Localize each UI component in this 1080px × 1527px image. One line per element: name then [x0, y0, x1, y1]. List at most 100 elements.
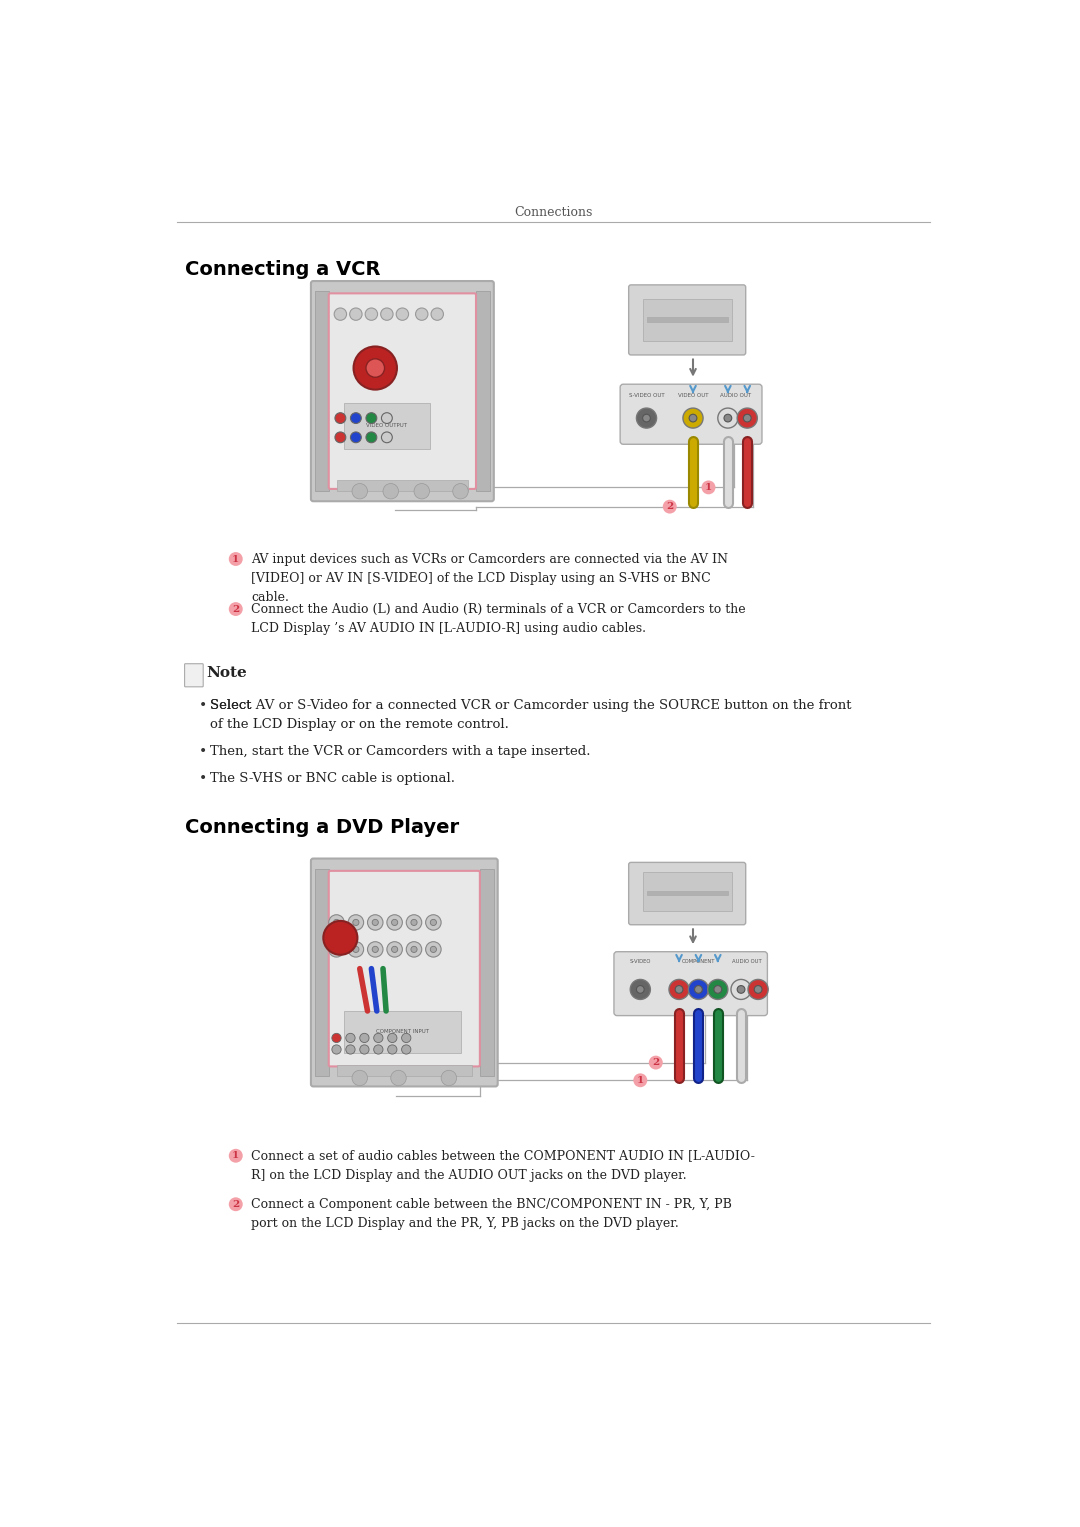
Circle shape	[367, 942, 383, 957]
Circle shape	[346, 1044, 355, 1054]
Circle shape	[383, 484, 399, 499]
Circle shape	[689, 414, 697, 421]
Text: 1: 1	[232, 1151, 240, 1161]
Circle shape	[374, 1034, 383, 1043]
Circle shape	[335, 412, 346, 423]
Circle shape	[374, 1044, 383, 1054]
Circle shape	[229, 602, 243, 615]
Circle shape	[707, 979, 728, 1000]
Text: •: •	[199, 699, 206, 713]
Text: AV input devices such as VCRs or Camcorders are connected via the AV IN
[VIDEO] : AV input devices such as VCRs or Camcord…	[252, 553, 728, 603]
Circle shape	[416, 308, 428, 321]
Text: 2: 2	[652, 1058, 660, 1067]
FancyBboxPatch shape	[629, 286, 745, 354]
Bar	[337, 1064, 472, 1077]
Text: Then, start the VCR or Camcorders with a tape inserted.: Then, start the VCR or Camcorders with a…	[211, 745, 591, 759]
Circle shape	[738, 408, 757, 428]
Circle shape	[334, 919, 339, 925]
Circle shape	[694, 985, 702, 993]
Circle shape	[669, 979, 689, 1000]
Circle shape	[453, 484, 469, 499]
Text: Connect the Audio (L) and Audio (R) terminals of a VCR or Camcorders to the
LCD : Connect the Audio (L) and Audio (R) term…	[252, 603, 746, 635]
Circle shape	[328, 942, 345, 957]
Text: VIDEO OUTPUT: VIDEO OUTPUT	[366, 423, 407, 428]
Circle shape	[683, 408, 703, 428]
Circle shape	[406, 915, 422, 930]
Bar	[647, 890, 728, 895]
Circle shape	[348, 942, 364, 957]
FancyBboxPatch shape	[311, 281, 494, 501]
Circle shape	[631, 979, 650, 1000]
Circle shape	[431, 308, 444, 321]
Circle shape	[365, 308, 378, 321]
Text: 1: 1	[232, 554, 240, 563]
Circle shape	[754, 985, 762, 993]
Bar	[337, 479, 469, 492]
Circle shape	[714, 985, 721, 993]
Circle shape	[360, 1034, 369, 1043]
Circle shape	[410, 919, 417, 925]
FancyBboxPatch shape	[629, 863, 745, 925]
Circle shape	[649, 1055, 663, 1069]
FancyBboxPatch shape	[311, 858, 498, 1086]
Circle shape	[406, 942, 422, 957]
Circle shape	[366, 432, 377, 443]
Circle shape	[636, 408, 657, 428]
Circle shape	[366, 359, 384, 377]
Circle shape	[381, 412, 392, 423]
Circle shape	[373, 947, 378, 953]
Circle shape	[718, 408, 738, 428]
Circle shape	[350, 308, 362, 321]
Bar	[345, 403, 430, 449]
Text: Connections: Connections	[514, 206, 593, 218]
Circle shape	[724, 414, 732, 421]
Circle shape	[335, 432, 346, 443]
Bar	[314, 292, 328, 492]
Text: VIDEO OUT: VIDEO OUT	[678, 394, 708, 399]
Bar	[476, 292, 490, 492]
Circle shape	[396, 308, 408, 321]
Circle shape	[688, 979, 708, 1000]
Circle shape	[748, 979, 768, 1000]
Text: 2: 2	[232, 1200, 240, 1209]
Circle shape	[352, 1070, 367, 1086]
Circle shape	[353, 347, 397, 389]
FancyBboxPatch shape	[613, 951, 768, 1015]
Text: Select: Select	[211, 699, 256, 712]
Text: COMPONENT: COMPONENT	[681, 959, 715, 965]
Circle shape	[367, 915, 383, 930]
Circle shape	[633, 1073, 647, 1087]
Circle shape	[332, 1044, 341, 1054]
Bar	[643, 872, 732, 912]
Text: 1: 1	[637, 1077, 644, 1084]
Circle shape	[346, 1034, 355, 1043]
Circle shape	[334, 947, 339, 953]
Text: 1: 1	[705, 483, 712, 492]
Circle shape	[430, 919, 436, 925]
Circle shape	[643, 414, 650, 421]
Circle shape	[353, 919, 359, 925]
Circle shape	[402, 1044, 410, 1054]
Circle shape	[387, 942, 403, 957]
Bar	[480, 869, 494, 1077]
Circle shape	[426, 942, 441, 957]
Circle shape	[702, 481, 715, 495]
Circle shape	[332, 1034, 341, 1043]
Text: Select AV or S-Video for a connected VCR or Camcorder using the SOURCE button on: Select AV or S-Video for a connected VCR…	[211, 699, 852, 731]
Circle shape	[387, 915, 403, 930]
Circle shape	[388, 1034, 397, 1043]
Circle shape	[334, 308, 347, 321]
Circle shape	[414, 484, 430, 499]
Circle shape	[441, 1070, 457, 1086]
Circle shape	[731, 979, 751, 1000]
Circle shape	[675, 985, 683, 993]
Circle shape	[229, 1197, 243, 1211]
Text: AUDIO OUT: AUDIO OUT	[720, 394, 752, 399]
Circle shape	[328, 915, 345, 930]
Circle shape	[636, 985, 644, 993]
Text: Note: Note	[206, 666, 247, 680]
FancyBboxPatch shape	[328, 293, 476, 489]
Circle shape	[410, 947, 417, 953]
Circle shape	[380, 308, 393, 321]
Circle shape	[323, 921, 357, 954]
